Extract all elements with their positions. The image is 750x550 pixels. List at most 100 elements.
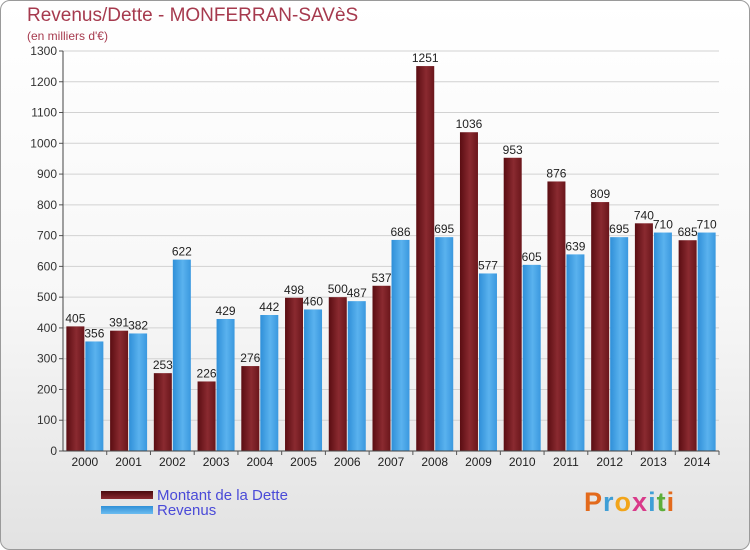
legend-label-debt: Montant de la Dette	[157, 486, 288, 504]
y-tick-label: 1100	[31, 106, 57, 120]
y-tick-label: 700	[37, 229, 57, 243]
legend-item-debt: Montant de la Dette	[101, 486, 288, 504]
data-label-debt: 685	[678, 225, 698, 239]
x-tick-label: 2005	[290, 455, 317, 469]
y-tick-label: 400	[37, 321, 57, 335]
data-label-debt: 740	[634, 208, 654, 222]
data-label-debt: 253	[153, 358, 173, 372]
logo-letter: r	[603, 487, 615, 517]
data-label-revenue: 356	[84, 326, 104, 340]
data-label-debt: 1036	[456, 117, 483, 131]
logo-letter: o	[614, 487, 633, 517]
proxiti-logo: Proxiti	[584, 487, 675, 518]
data-label-revenue: 577	[478, 258, 498, 272]
x-tick-label: 2003	[203, 455, 230, 469]
data-label-debt: 876	[546, 166, 566, 180]
legend-swatch-revenue	[101, 506, 153, 514]
data-label-revenue: 487	[347, 286, 367, 300]
y-tick-label: 0	[50, 444, 57, 458]
bar-debt	[591, 202, 610, 451]
bar-debt	[241, 366, 260, 451]
logo-letter: x	[632, 487, 649, 517]
y-tick-label: 600	[37, 259, 57, 273]
bar-revenue	[697, 232, 716, 451]
logo-letter: i	[648, 487, 657, 517]
bar-debt	[372, 285, 391, 451]
y-tick-label: 800	[37, 198, 57, 212]
x-tick-label: 2002	[159, 455, 186, 469]
bar-debt	[503, 157, 522, 451]
y-tick-label: 500	[37, 290, 57, 304]
grid-layer	[63, 50, 719, 452]
x-tick-label: 2001	[115, 455, 142, 469]
x-tick-label: 2004	[246, 455, 273, 469]
data-label-debt: 498	[284, 283, 304, 297]
bar-revenue	[478, 273, 497, 451]
y-tick-label: 100	[37, 413, 57, 427]
data-label-revenue: 695	[609, 222, 629, 236]
data-label-revenue: 460	[303, 294, 323, 308]
y-tick-label: 200	[37, 382, 57, 396]
bar-revenue	[304, 309, 323, 451]
legend-swatch-debt	[101, 491, 153, 499]
logo-letter: P	[584, 487, 604, 517]
data-label-debt: 1251	[412, 51, 439, 65]
legend-label-revenue: Revenus	[157, 501, 217, 519]
bar-debt	[110, 330, 129, 451]
data-label-debt: 537	[371, 271, 391, 285]
logo-letter: i	[666, 487, 676, 517]
bar-revenue	[391, 239, 410, 451]
chart-title: Revenus/Dette - MONFERRAN-SAVèS	[27, 5, 359, 26]
y-tick-label: 300	[37, 352, 57, 366]
bar-revenue	[347, 301, 366, 451]
bar-revenue	[216, 319, 235, 451]
bar-revenue	[129, 333, 148, 451]
legend-item-revenue: Revenus	[101, 501, 217, 519]
x-tick-label: 2011	[553, 455, 579, 469]
bar-debt	[197, 381, 216, 451]
bar-debt	[66, 326, 85, 451]
x-tick-label: 2014	[684, 455, 711, 469]
data-label-revenue: 695	[434, 222, 454, 236]
bar-revenue	[522, 264, 541, 451]
y-tick-label: 1200	[30, 75, 57, 89]
x-tick-label: 2007	[378, 455, 405, 469]
bars-layer	[66, 66, 716, 452]
data-label-debt: 391	[109, 316, 129, 330]
bar-revenue	[610, 237, 629, 451]
x-tick-label: 2000	[72, 455, 99, 469]
bar-debt	[634, 223, 653, 451]
data-label-revenue: 639	[565, 239, 585, 253]
chart-subtitle: (en milliers d'€)	[27, 29, 108, 43]
y-tick-label: 1000	[30, 136, 57, 150]
bar-revenue	[653, 232, 672, 451]
bar-debt	[153, 373, 172, 451]
x-tick-label: 2013	[640, 455, 667, 469]
data-label-debt: 953	[503, 143, 523, 157]
data-label-revenue: 429	[216, 304, 236, 318]
data-label-revenue: 622	[172, 245, 192, 259]
data-label-revenue: 710	[653, 218, 673, 232]
bar-revenue	[85, 341, 104, 451]
bar-revenue	[260, 315, 279, 451]
data-label-debt: 809	[590, 187, 610, 201]
x-tick-label: 2010	[509, 455, 536, 469]
data-label-debt: 500	[328, 282, 348, 296]
bar-debt	[678, 240, 697, 451]
y-tick-label: 900	[37, 167, 57, 181]
data-label-revenue: 710	[697, 218, 717, 232]
x-tick-label: 2008	[421, 455, 448, 469]
bar-debt	[328, 297, 347, 451]
data-label-debt: 226	[197, 366, 217, 380]
bar-revenue	[435, 237, 454, 451]
axis-layer: 0 100 200 300 400 500 600 700 800 900 1000 1100 1200…	[30, 44, 720, 469]
data-label-debt: 276	[240, 351, 260, 365]
bar-debt	[547, 181, 566, 451]
bar-revenue	[566, 254, 585, 451]
data-label-debt: 405	[65, 311, 85, 325]
data-label-revenue: 605	[522, 250, 542, 264]
data-label-revenue: 686	[390, 225, 410, 239]
bar-debt	[416, 66, 435, 452]
